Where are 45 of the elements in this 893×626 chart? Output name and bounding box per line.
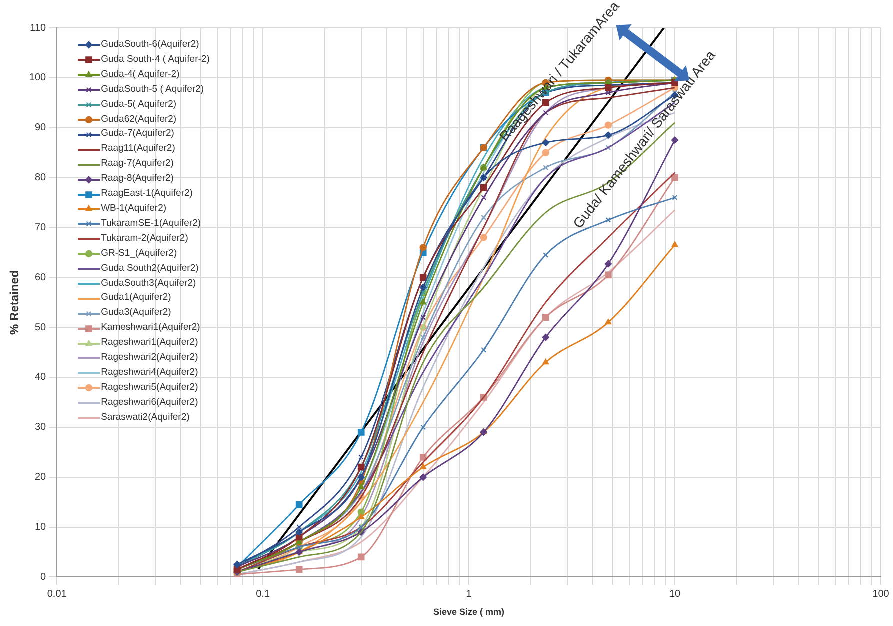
y-tick-label: 110 (30, 22, 47, 34)
y-tick-label: 30 (34, 422, 47, 434)
y-tick-label: 90 (34, 122, 47, 134)
x-axis-title: Sieve Size ( mm) (434, 607, 505, 618)
y-tick-label: 70 (34, 222, 47, 234)
legend-label: Guda-5( Aquifer2) (101, 98, 177, 112)
y-tick-label: 50 (34, 322, 47, 334)
legend-label: GudaSouth-5 ( Aquifer2) (101, 82, 204, 97)
legend-label: RaagEast-1(Aquifer2) (101, 187, 193, 202)
legend-label: Rageshwari4(Aquifer2) (101, 366, 198, 380)
x-tick-label: 0.1 (256, 588, 270, 600)
legend-label: Guda1(Aquifer2) (101, 291, 172, 306)
x-tick-label: 100 (872, 588, 890, 600)
y-tick-label: 0 (40, 572, 47, 583)
legend-label: Guda3(Aquifer2) (101, 306, 172, 320)
x-tick-label: 0.01 (47, 588, 68, 600)
legend-label: GR-S1_(Aquifer2) (101, 246, 178, 261)
y-tick-label: 60 (34, 272, 47, 284)
legend-label: Guda-7(Aquifer2) (101, 127, 174, 142)
y-tick-label: 20 (34, 472, 47, 484)
y-tick-label: 100 (29, 72, 47, 84)
legend-label: Rageshwari2(Aquifer2) (101, 351, 198, 366)
x-tick-label: 10 (669, 588, 682, 600)
legend-label: Raag-8(Aquifer2) (101, 172, 174, 186)
legend-label: Tukaram-2(Aquifer2) (101, 232, 188, 246)
legend-label: Rageshwari1(Aquifer2) (101, 336, 198, 350)
legend-label: Guda South2(Aquifer2) (101, 262, 199, 276)
legend-label: Guda62(Aquifer2) (101, 112, 177, 127)
legend-label: WB-1(Aquifer2) (101, 202, 167, 216)
legend-label: Guda South-4 ( Aquifer-2) (101, 52, 210, 67)
legend-label: Guda-4( Aquifer-2) (101, 68, 180, 82)
legend-label: Raag-7(Aquifer2) (101, 157, 174, 172)
legend-label: Saraswati2(Aquifer2) (101, 410, 190, 425)
y-tick-label: 10 (34, 522, 47, 534)
y-tick-label: 80 (34, 172, 47, 184)
legend-label: Raag11(Aquifer2) (101, 142, 176, 156)
legend-label: Kameshwari1(Aquifer2) (101, 321, 200, 336)
legend-label: TukaramSE-1(Aquifer2) (101, 216, 202, 231)
y-axis-title: % Retained (8, 270, 22, 335)
legend-label: GudaSouth3(Aquifer2) (101, 276, 196, 290)
legend-label: Rageshwari5(Aquifer2) (101, 380, 198, 395)
legend-label: Rageshwari6(Aquifer2) (101, 396, 198, 410)
y-tick-label: 40 (34, 372, 47, 384)
x-tick-label: 1 (466, 588, 472, 600)
legend-label: GudaSouth-6(Aquifer2) (101, 38, 200, 52)
